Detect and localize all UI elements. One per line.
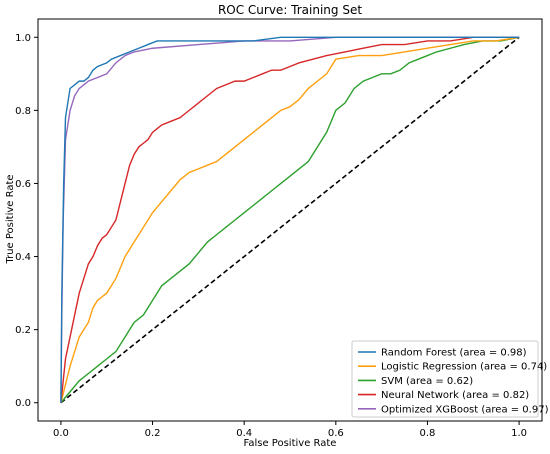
y-tick-label: 0.2 — [15, 325, 31, 336]
y-tick-label: 1.0 — [15, 33, 31, 44]
y-tick-label: 0.4 — [15, 252, 31, 263]
legend-box — [351, 340, 539, 418]
legend-entry-0: Random Forest (area = 0.98) — [381, 348, 527, 359]
y-tick-label: 0.8 — [15, 106, 31, 117]
series-line-1 — [60, 36, 520, 403]
x-tick-label: 0.8 — [420, 428, 436, 439]
y-axis-label: True Positive Rate — [5, 174, 16, 264]
series-line-3 — [60, 36, 520, 403]
x-tick-label: 0.0 — [53, 428, 69, 439]
x-tick-label: 0.6 — [328, 428, 344, 439]
x-axis-label: False Positive Rate — [244, 438, 337, 449]
x-tick-label: 1.0 — [511, 428, 527, 439]
legend: Random Forest (area = 0.98) Logistic Regr… — [351, 340, 549, 418]
series-line-2 — [60, 36, 520, 404]
chart-title: ROC Curve: Training Set — [218, 3, 362, 17]
axes: 0.0 0.2 0.4 0.6 0.8 1.0 0.0 0.2 0.4 0.6 0.8 1.0 — [15, 18, 543, 439]
plot-area — [60, 36, 520, 404]
series-line-0 — [60, 36, 520, 403]
y-tick-label: 0.0 — [15, 398, 31, 409]
x-tick-label: 0.4 — [236, 428, 252, 439]
legend-entry-1: Logistic Regression (area = 0.74) — [381, 362, 547, 373]
legend-entry-3: Neural Network (area = 0.82) — [381, 390, 529, 401]
axes-frame — [37, 18, 543, 422]
x-tick-label: 0.2 — [145, 428, 161, 439]
reference-diagonal-line — [60, 36, 520, 404]
legend-entry-4: Optimized XGBoost (area = 0.97) — [381, 404, 549, 415]
y-tick-label: 0.6 — [15, 179, 31, 190]
legend-entry-2: SVM (area = 0.62) — [381, 376, 473, 387]
